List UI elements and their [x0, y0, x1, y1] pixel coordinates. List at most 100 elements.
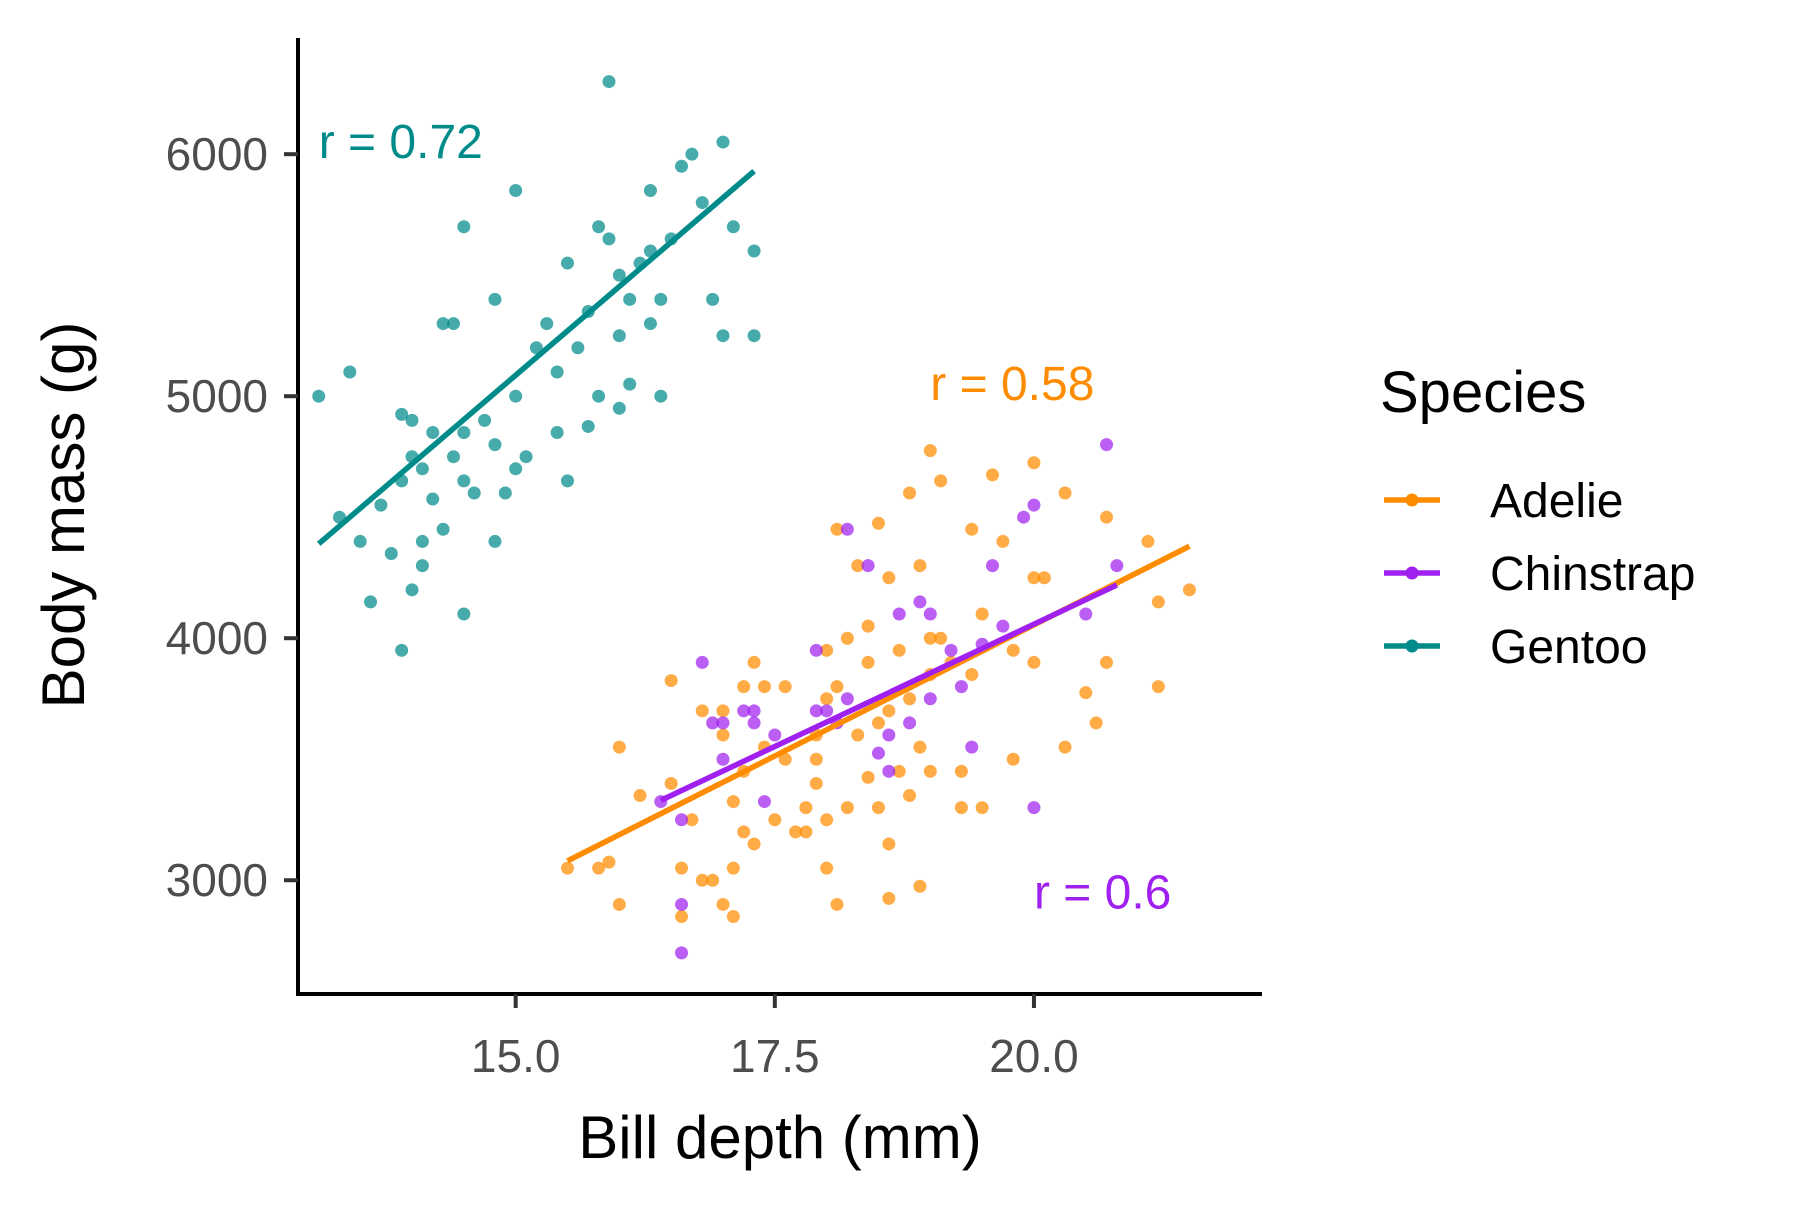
data-point-gentoo — [343, 365, 357, 379]
data-point-gentoo — [747, 244, 761, 258]
data-point-gentoo — [602, 232, 616, 246]
legend: Species Adelie Chinstrap Gentoo — [1380, 360, 1695, 674]
data-point-chinstrap — [768, 728, 782, 742]
annotations: r = 0.58 r = 0.6 r = 0.72 — [319, 116, 1172, 919]
data-point-adelie — [726, 861, 740, 875]
data-point-chinstrap — [903, 716, 917, 730]
data-point-gentoo — [550, 426, 564, 440]
data-point-gentoo — [602, 75, 616, 89]
data-point-gentoo — [643, 183, 657, 197]
y-tick-label: 5000 — [166, 370, 268, 422]
data-point-gentoo — [415, 559, 429, 573]
legend-entries: Adelie Chinstrap Gentoo — [1384, 475, 1695, 674]
data-point-adelie — [954, 764, 968, 778]
data-point-adelie — [892, 764, 906, 778]
data-point-adelie — [985, 468, 999, 482]
legend-label: Adelie — [1490, 475, 1623, 528]
ticks: 15.0 17.5 20.0 3000 4000 5000 6000 — [166, 128, 1079, 1082]
data-points — [312, 75, 1196, 960]
data-point-gentoo — [353, 534, 367, 548]
data-point-adelie — [695, 704, 709, 718]
data-point-chinstrap — [840, 692, 854, 706]
data-point-gentoo — [571, 341, 585, 355]
legend-entry-gentoo: Gentoo — [1384, 621, 1647, 674]
data-point-adelie — [757, 680, 771, 694]
data-point-chinstrap — [882, 764, 896, 778]
legend-swatch-point — [1405, 566, 1419, 580]
data-point-adelie — [747, 655, 761, 669]
data-point-gentoo — [426, 492, 440, 506]
data-point-adelie — [737, 680, 751, 694]
data-point-adelie — [747, 837, 761, 851]
data-point-adelie — [716, 897, 730, 911]
data-point-gentoo — [415, 462, 429, 476]
data-point-adelie — [965, 522, 979, 536]
data-point-adelie — [975, 801, 989, 815]
data-point-chinstrap — [675, 813, 689, 827]
data-point-adelie — [820, 692, 834, 706]
x-tick-label: 15.0 — [471, 1030, 561, 1082]
data-point-adelie — [664, 776, 678, 790]
data-point-chinstrap — [809, 704, 823, 718]
data-point-adelie — [726, 795, 740, 809]
data-point-adelie — [726, 910, 740, 924]
data-point-chinstrap — [1027, 498, 1041, 512]
data-point-gentoo — [529, 341, 543, 355]
x-tick-label: 17.5 — [730, 1030, 820, 1082]
data-point-gentoo — [643, 317, 657, 331]
data-point-chinstrap — [1079, 607, 1093, 621]
fit-lines — [316, 169, 1191, 864]
data-point-adelie — [913, 740, 927, 754]
data-point-chinstrap — [716, 752, 730, 766]
data-point-gentoo — [426, 426, 440, 440]
data-point-adelie — [1027, 655, 1041, 669]
data-point-adelie — [851, 559, 865, 573]
legend-title: Species — [1380, 360, 1586, 425]
data-point-chinstrap — [747, 704, 761, 718]
data-point-chinstrap — [965, 740, 979, 754]
data-point-gentoo — [716, 329, 730, 343]
data-point-adelie — [1058, 486, 1072, 500]
y-tick-label: 4000 — [166, 612, 268, 664]
data-point-adelie — [1182, 583, 1196, 597]
data-point-gentoo — [364, 595, 378, 609]
data-point-gentoo — [592, 389, 606, 403]
y-axis-title: Body mass (g) — [30, 322, 97, 709]
data-point-adelie — [923, 764, 937, 778]
data-point-gentoo — [726, 220, 740, 234]
data-point-adelie — [809, 776, 823, 790]
data-point-chinstrap — [1027, 801, 1041, 815]
data-point-chinstrap — [923, 692, 937, 706]
data-point-gentoo — [685, 147, 699, 161]
legend-label: Chinstrap — [1490, 548, 1695, 601]
data-point-adelie — [934, 631, 948, 645]
data-point-gentoo — [478, 413, 492, 427]
data-point-adelie — [778, 752, 792, 766]
data-point-adelie — [1100, 655, 1114, 669]
data-point-gentoo — [405, 583, 419, 597]
data-point-chinstrap — [1017, 510, 1031, 524]
data-point-adelie — [675, 910, 689, 924]
data-point-gentoo — [457, 474, 471, 488]
y-tick-label: 3000 — [166, 854, 268, 906]
data-point-adelie — [840, 801, 854, 815]
data-point-chinstrap — [695, 655, 709, 669]
data-point-chinstrap — [747, 716, 761, 730]
data-point-adelie — [1027, 456, 1041, 470]
data-point-gentoo — [561, 256, 575, 270]
data-point-adelie — [903, 486, 917, 500]
data-point-adelie — [1079, 686, 1093, 700]
data-point-adelie — [612, 897, 626, 911]
data-point-adelie — [1151, 595, 1165, 609]
data-point-gentoo — [623, 377, 637, 391]
data-point-adelie — [954, 801, 968, 815]
data-point-adelie — [706, 873, 720, 887]
data-point-chinstrap — [871, 746, 885, 760]
data-point-adelie — [664, 674, 678, 688]
data-point-gentoo — [695, 196, 709, 210]
data-point-adelie — [778, 680, 792, 694]
data-point-adelie — [820, 643, 834, 657]
data-point-adelie — [861, 655, 875, 669]
data-point-chinstrap — [996, 619, 1010, 633]
data-point-adelie — [913, 879, 927, 893]
